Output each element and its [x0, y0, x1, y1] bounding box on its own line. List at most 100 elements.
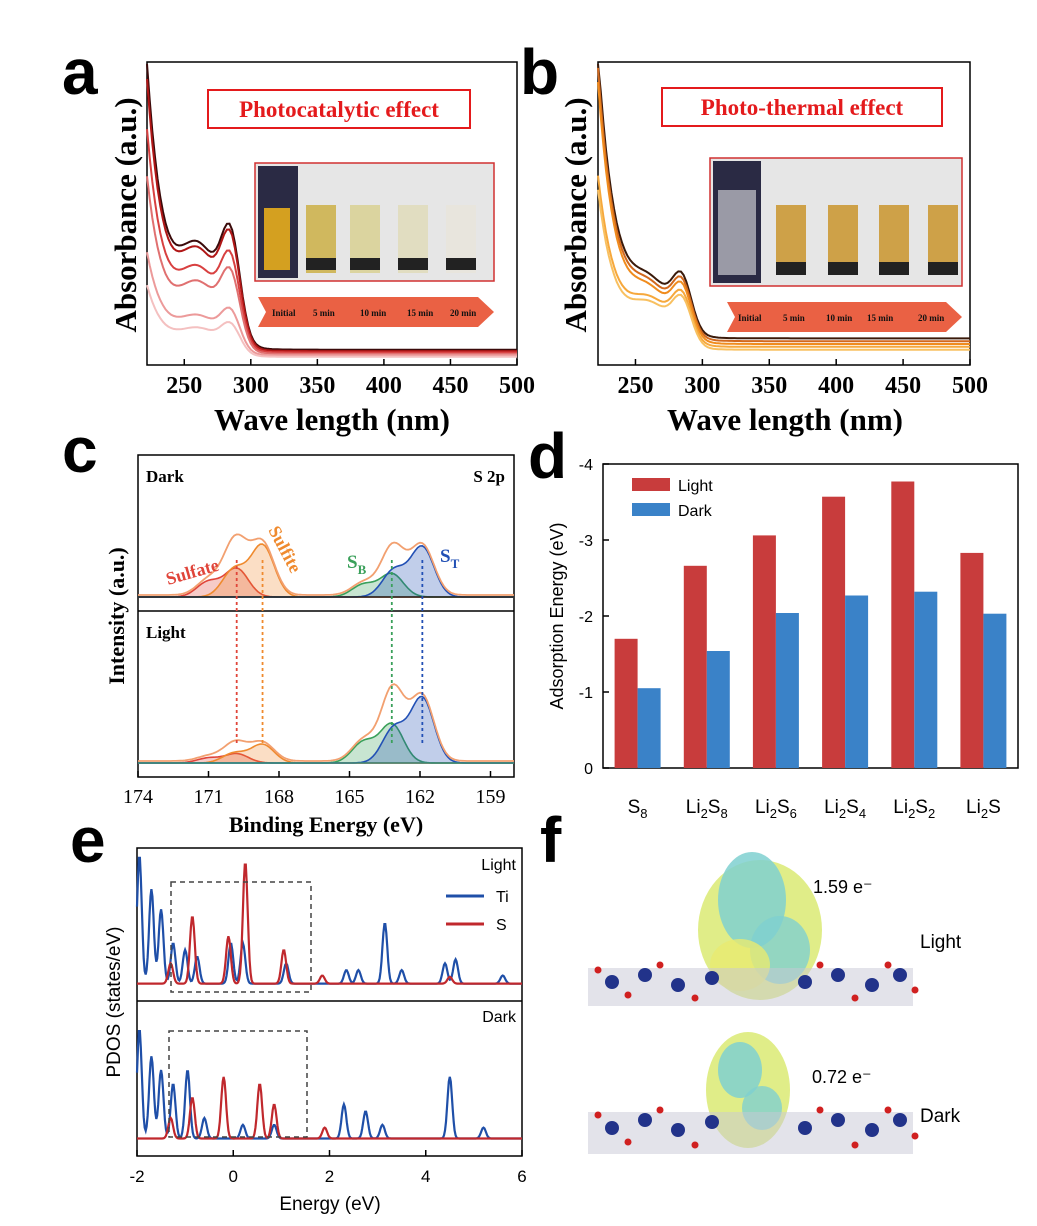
inset-label-a-2: 10 min [360, 308, 386, 318]
chart-title-b: Photo-thermal effect [701, 95, 904, 120]
x-category-5: Li2S [966, 797, 1001, 821]
legend-label-s: S [496, 917, 507, 934]
inset-label-b-2: 10 min [826, 313, 852, 323]
x-tick-b-5: 500 [952, 373, 988, 399]
x-category-0: S8 [628, 797, 648, 821]
x-tick-c-2: 168 [264, 786, 294, 808]
panel-letter-f: f [540, 804, 562, 876]
panel-letter-c: c [62, 414, 98, 486]
bar-light-4 [891, 482, 914, 769]
legend-label-light: Light [678, 478, 713, 495]
y-axis-label-b: Absorbance (a.u.) [558, 97, 593, 332]
panel-c: 174 171 168 165 162 159 Dark Light S 2p Sulfa… [104, 455, 514, 837]
bar-light-3 [822, 497, 845, 768]
panel-a: 250 300 350 400 450 500 Wave length (nm) Abso… [108, 62, 535, 437]
x-categories-d: S8 Li2S8 Li2S6 Li2S4 Li2S2 Li2S [628, 797, 1001, 821]
panel-f: 1.59 e⁻ Light 0.72 e⁻ Dark [588, 852, 962, 1154]
bars-d [615, 482, 1007, 769]
envelope-1 [138, 684, 514, 761]
bar-light-1 [684, 566, 707, 768]
subplot-label-dark-e: Dark [482, 1009, 517, 1026]
peak-fill-1-2 [138, 723, 514, 763]
peak-fill-1-3 [138, 697, 514, 764]
x-axis-label-e: Energy (eV) [279, 1194, 380, 1215]
slab-light [588, 962, 919, 1007]
y-tick-d-2: -2 [579, 609, 593, 626]
x-tick-b-1: 300 [684, 373, 720, 399]
pdos-ti-0 [137, 858, 522, 984]
bar-light-2 [753, 535, 776, 768]
x-tick-e-0: -2 [129, 1167, 144, 1186]
charge-transfer-dark: 0.72 e⁻ [812, 1067, 872, 1087]
inset-label-b-0: Initial [738, 313, 762, 323]
bar-dark-1 [707, 651, 730, 768]
panel-b: 250 300 350 400 450 500 Wave length (nm) Abso… [558, 62, 988, 437]
pdos-s-1 [137, 1077, 522, 1139]
x-tick-a-0: 250 [166, 373, 202, 399]
x-tick-c-4: 162 [405, 786, 435, 808]
bar-light-5 [960, 553, 983, 768]
x-axis-label-a: Wave length (nm) [214, 402, 450, 437]
bar-dark-4 [914, 592, 937, 768]
bar-dark-5 [983, 614, 1006, 768]
vial-inset-a [255, 163, 494, 281]
x-axis-label-c: Binding Energy (eV) [229, 812, 423, 837]
panel-letter-b: b [520, 36, 559, 108]
inset-label-a-0: Initial [272, 308, 296, 318]
figure: a b c d e f 250 300 350 400 450 500 Wave leng… [0, 0, 1037, 1226]
x-tick-e-1: 0 [229, 1167, 238, 1186]
panel-letter-a: a [62, 36, 98, 108]
chart-title-a: Photocatalytic effect [239, 97, 439, 122]
subplot-label-light-e: Light [481, 857, 516, 874]
legend-swatch-light [632, 478, 670, 491]
x-tick-b-2: 350 [751, 373, 787, 399]
y-tick-d-4: -4 [579, 457, 593, 474]
bar-dark-3 [845, 596, 868, 769]
x-tick-c-0: 174 [123, 786, 153, 808]
x-tick-b-0: 250 [617, 373, 653, 399]
legend-label-dark: Dark [678, 503, 713, 520]
legend-swatch-dark [632, 503, 670, 516]
state-label-dark-f: Dark [920, 1106, 961, 1127]
peak-label-st: ST [440, 546, 460, 571]
x-tick-a-2: 350 [299, 373, 335, 399]
panel-d: 0 -1 -2 -3 -4 S8 Li2S8 Li2S6 Li2S4 Li2S2 Li2S Lig… [547, 457, 1018, 821]
slab-dark [588, 1107, 919, 1155]
peak-fit-1-2 [138, 723, 514, 763]
x-tick-a-1: 300 [233, 373, 269, 399]
x-tick-b-3: 400 [818, 373, 854, 399]
vial-inset-b [710, 158, 962, 286]
plot-frame-c [138, 455, 514, 777]
y-axis-label-c: Intensity (a.u.) [104, 547, 129, 685]
x-tick-e-2: 2 [325, 1167, 334, 1186]
inset-label-b-4: 20 min [918, 313, 944, 323]
inset-label-a-4: 20 min [450, 308, 476, 318]
x-tick-b-4: 450 [885, 373, 921, 399]
x-category-2: Li2S6 [755, 797, 797, 821]
inset-label-a-1: 5 min [313, 308, 335, 318]
charge-transfer-light: 1.59 e⁻ [813, 877, 873, 897]
x-category-4: Li2S2 [893, 797, 935, 821]
x-category-3: Li2S4 [824, 797, 866, 821]
y-tick-d-1: -1 [579, 685, 593, 702]
x-tick-a-5: 500 [499, 373, 535, 399]
subplot-label-dark-c: Dark [146, 467, 184, 486]
state-label-light-f: Light [920, 932, 962, 953]
y-axis-label-e: PDOS (states/eV) [104, 927, 125, 1078]
bar-dark-2 [776, 613, 799, 768]
bar-light-0 [615, 639, 638, 768]
x-tick-c-1: 171 [194, 786, 224, 808]
panel-letter-d: d [528, 420, 567, 492]
inset-label-a-3: 15 min [407, 308, 433, 318]
x-tick-c-3: 165 [335, 786, 365, 808]
panel-letter-e: e [70, 804, 106, 876]
pdos-curves [137, 858, 522, 1139]
y-tick-d-3: -3 [579, 533, 593, 550]
x-axis-label-b: Wave length (nm) [667, 402, 903, 437]
x-tick-e-3: 4 [421, 1167, 430, 1186]
bar-dark-0 [638, 688, 661, 768]
y-axis-label-a: Absorbance (a.u.) [108, 97, 143, 332]
x-tick-a-4: 450 [432, 373, 468, 399]
x-tick-a-3: 400 [366, 373, 402, 399]
inset-label-b-3: 15 min [867, 313, 893, 323]
